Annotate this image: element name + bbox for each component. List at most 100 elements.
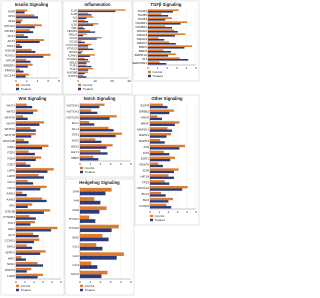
y-tick-label: RBPJ — [71, 156, 79, 160]
y-tick-label: IRS2 — [8, 19, 15, 23]
bar — [78, 17, 87, 20]
bar — [16, 70, 24, 73]
y-tick-label: BCL2 — [141, 192, 149, 196]
y-tick-label: MAPK3 — [139, 139, 150, 143]
bar — [150, 147, 180, 150]
bar — [80, 200, 101, 205]
y-tick-label: SMAD7 — [137, 41, 148, 45]
y-tick-label: SREBF1 — [3, 63, 15, 67]
y-tick-label: APC — [9, 203, 16, 207]
bar — [78, 61, 90, 63]
bar — [148, 25, 166, 27]
bar — [148, 39, 165, 41]
bar — [16, 45, 22, 48]
bar — [148, 13, 162, 15]
bar — [78, 30, 90, 32]
y-tick-label: JAG2 — [71, 138, 79, 142]
legend-swatch — [148, 74, 151, 78]
bar — [80, 191, 106, 196]
bar — [16, 156, 42, 159]
bar — [16, 261, 38, 265]
bar — [78, 72, 85, 75]
bar — [16, 41, 40, 44]
bar — [16, 273, 43, 277]
y-tick-label: GSK3B — [5, 209, 15, 213]
legend-swatch — [150, 214, 153, 218]
bar — [78, 54, 95, 56]
bar — [80, 224, 119, 229]
bar — [16, 16, 39, 19]
bar — [16, 182, 34, 185]
x-tick-label: 4 — [186, 66, 188, 70]
y-tick-label: FZD4 — [8, 157, 16, 161]
bar — [16, 117, 28, 121]
legend-swatch — [78, 87, 81, 91]
bar — [80, 120, 90, 124]
y-tick-label: STAT3 — [68, 74, 77, 78]
bar — [78, 45, 89, 47]
y-tick-label: SLC2A4 — [4, 73, 16, 77]
bar — [16, 250, 46, 253]
legend-swatch — [16, 83, 19, 87]
bar — [16, 176, 44, 179]
y-tick-label: TGFB3 — [137, 17, 147, 21]
y-tick-label: IHH — [74, 199, 79, 203]
y-tick-label: GSK3B — [5, 49, 15, 53]
bar — [16, 48, 32, 51]
y-tick-label: GLI3 — [72, 263, 79, 267]
y-tick-label: WNT10B — [3, 139, 15, 143]
y-tick-label: CCL2 — [69, 36, 77, 40]
bar — [78, 10, 116, 13]
bar — [78, 55, 90, 57]
x-tick-label: 2 — [26, 79, 28, 83]
bar — [16, 215, 30, 218]
bar — [80, 261, 92, 266]
bar — [78, 40, 82, 42]
bar — [78, 62, 87, 64]
x-tick-label: 5 — [60, 280, 62, 284]
bar — [80, 215, 90, 220]
bar — [80, 105, 100, 109]
y-tick-label: SMAD4 — [137, 37, 148, 41]
y-tick-label: CXCL10 — [66, 43, 78, 47]
legend-swatch — [80, 284, 83, 288]
legend-label: Treated — [153, 74, 164, 78]
legend-swatch — [148, 70, 151, 74]
x-tick-label: 8 — [58, 79, 60, 83]
bar — [150, 182, 170, 185]
y-tick-label: BMPR1A — [135, 53, 147, 57]
bar — [148, 23, 181, 25]
x-tick-label: 4 — [120, 280, 122, 284]
bar — [16, 135, 32, 138]
y-tick-label: EGFR — [141, 104, 150, 108]
y-tick-label: PTGS2 — [67, 46, 77, 50]
y-tick-label: NOS2 — [69, 50, 78, 54]
bar — [80, 115, 117, 118]
bar — [150, 174, 169, 177]
bar — [16, 164, 31, 167]
panel-title: TGFβ Signaling — [151, 2, 182, 7]
bar — [148, 21, 188, 23]
y-tick-label: PTCH2 — [69, 226, 79, 230]
bar — [80, 149, 101, 153]
bar — [16, 238, 40, 241]
bar — [16, 217, 36, 220]
bar — [16, 53, 51, 56]
y-tick-label: IL1B — [71, 12, 77, 16]
bar — [78, 50, 84, 53]
y-tick-label: PTCH1 — [69, 217, 79, 221]
bar — [150, 170, 174, 174]
bar — [16, 220, 35, 224]
bar — [78, 38, 97, 40]
legend-swatch — [80, 288, 83, 292]
panel-title: Wnt Signaling — [19, 96, 47, 101]
bar — [150, 141, 165, 144]
bar — [150, 191, 162, 195]
bar — [78, 71, 89, 73]
y-tick-label: TLR2 — [70, 64, 78, 68]
legend-label: Control — [83, 83, 93, 87]
bar — [148, 9, 179, 11]
bar — [80, 274, 102, 279]
bar — [16, 127, 31, 130]
bar — [78, 33, 87, 35]
